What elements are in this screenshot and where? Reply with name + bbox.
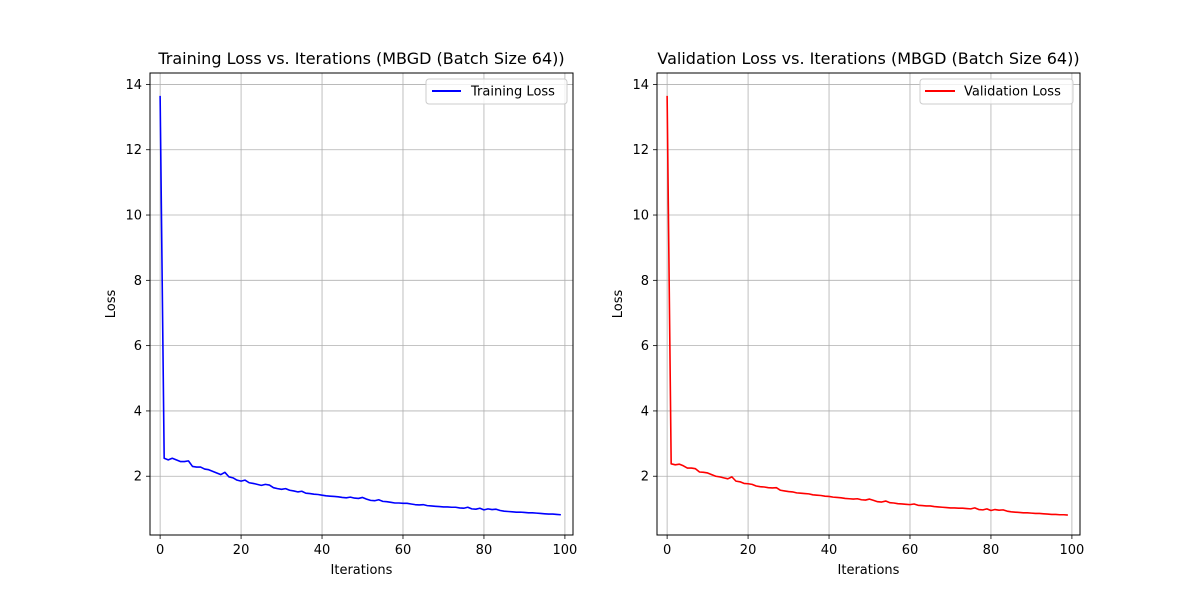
chart-panel-validation: Validation Loss vs. Iterations (MBGD (Ba…	[611, 49, 1084, 578]
plot-frame	[149, 72, 574, 536]
x-tick-label: 60	[902, 543, 919, 558]
x-tick-label: 20	[740, 543, 757, 558]
series-line	[666, 95, 1068, 516]
chart-title: Validation Loss vs. Iterations (MBGD (Ba…	[657, 49, 1079, 68]
x-tick-label: 80	[476, 543, 493, 558]
x-tick-label: 0	[663, 543, 671, 558]
y-axis-label: Loss	[611, 290, 626, 319]
x-tick-label: 40	[821, 543, 838, 558]
y-tick-label: 10	[125, 209, 142, 224]
x-ticks: 0 20 40 60 80 100	[156, 535, 577, 558]
series-lines	[666, 95, 1068, 516]
y-tick-label: 12	[125, 143, 142, 158]
x-axis-label: Iterations	[838, 563, 900, 578]
y-tick-label: 2	[134, 470, 142, 485]
y-tick-label: 14	[632, 78, 649, 93]
x-tick-label: 100	[552, 543, 577, 558]
chart-panel-training: Training Loss vs. Iterations (MBGD (Batc…	[104, 49, 577, 578]
y-tick-label: 4	[641, 404, 649, 419]
x-tick-label: 0	[156, 543, 164, 558]
x-tick-label: 80	[983, 543, 1000, 558]
legend-label: Validation Loss	[964, 85, 1061, 100]
y-tick-label: 6	[134, 339, 142, 354]
x-tick-label: 100	[1059, 543, 1084, 558]
y-gridlines	[150, 84, 573, 477]
y-ticks: 2 4 6 8 10 12 14	[125, 78, 150, 485]
y-tick-label: 8	[641, 274, 649, 289]
y-tick-label: 14	[125, 78, 142, 93]
y-tick-label: 2	[641, 470, 649, 485]
y-tick-label: 6	[641, 339, 649, 354]
x-tick-label: 60	[395, 543, 412, 558]
x-axis-label: Iterations	[331, 563, 393, 578]
y-tick-label: 12	[632, 143, 649, 158]
y-axis-label: Loss	[104, 290, 119, 319]
series-lines	[159, 95, 561, 516]
y-gridlines	[657, 84, 1080, 477]
legend: Training Loss	[425, 78, 568, 105]
plot-frame	[656, 72, 1081, 536]
y-tick-label: 10	[632, 209, 649, 224]
legend-label: Training Loss	[470, 85, 555, 100]
y-tick-label: 4	[134, 404, 142, 419]
x-tick-label: 20	[233, 543, 250, 558]
x-ticks: 0 20 40 60 80 100	[663, 535, 1084, 558]
y-ticks: 2 4 6 8 10 12 14	[632, 78, 657, 485]
series-line	[159, 95, 561, 516]
chart-title: Training Loss vs. Iterations (MBGD (Batc…	[157, 49, 564, 68]
y-tick-label: 8	[134, 274, 142, 289]
x-tick-label: 40	[314, 543, 331, 558]
legend-box	[425, 78, 568, 105]
legend-box	[919, 78, 1074, 105]
legend: Validation Loss	[919, 78, 1074, 105]
